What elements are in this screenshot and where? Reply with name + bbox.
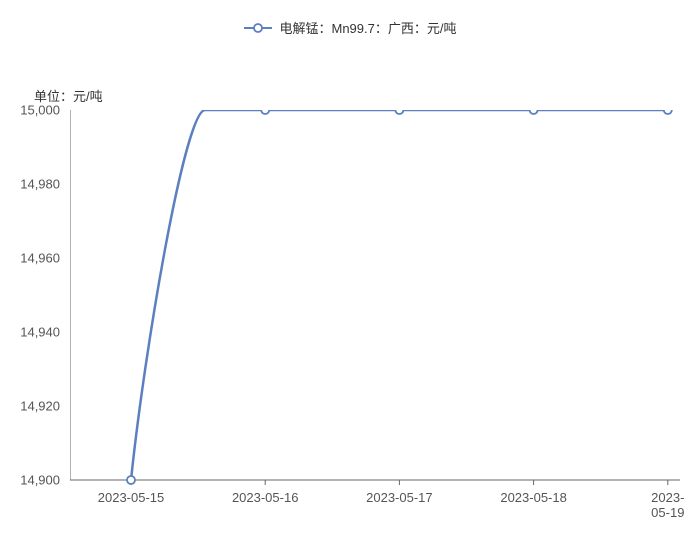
plot-area [70, 110, 680, 480]
x-tick-label: 2023-05-16 [232, 490, 299, 505]
x-tick-label: 2023-05-17 [366, 490, 433, 505]
y-tick-label: 15,000 [0, 103, 60, 118]
legend: 电解锰：Mn99.7：广西：元/吨 [0, 18, 700, 37]
x-tick-label: 2023-05-19 [651, 490, 684, 520]
legend-label: 电解锰：Mn99.7：广西：元/吨 [280, 18, 457, 37]
x-tick-label: 2023-05-18 [500, 490, 567, 505]
y-tick-label: 14,920 [0, 399, 60, 414]
y-tick-label: 14,960 [0, 251, 60, 266]
y-tick-label: 14,900 [0, 473, 60, 488]
legend-line-icon [244, 21, 272, 35]
y-tick-label: 14,940 [0, 325, 60, 340]
chart-root: 电解锰：Mn99.7：广西：元/吨 单位：元/吨 14,90014,92014,… [0, 0, 700, 546]
y-tick-label: 14,980 [0, 177, 60, 192]
legend-marker-icon [244, 21, 272, 35]
x-tick-label: 2023-05-15 [98, 490, 165, 505]
plot-svg [70, 110, 680, 488]
